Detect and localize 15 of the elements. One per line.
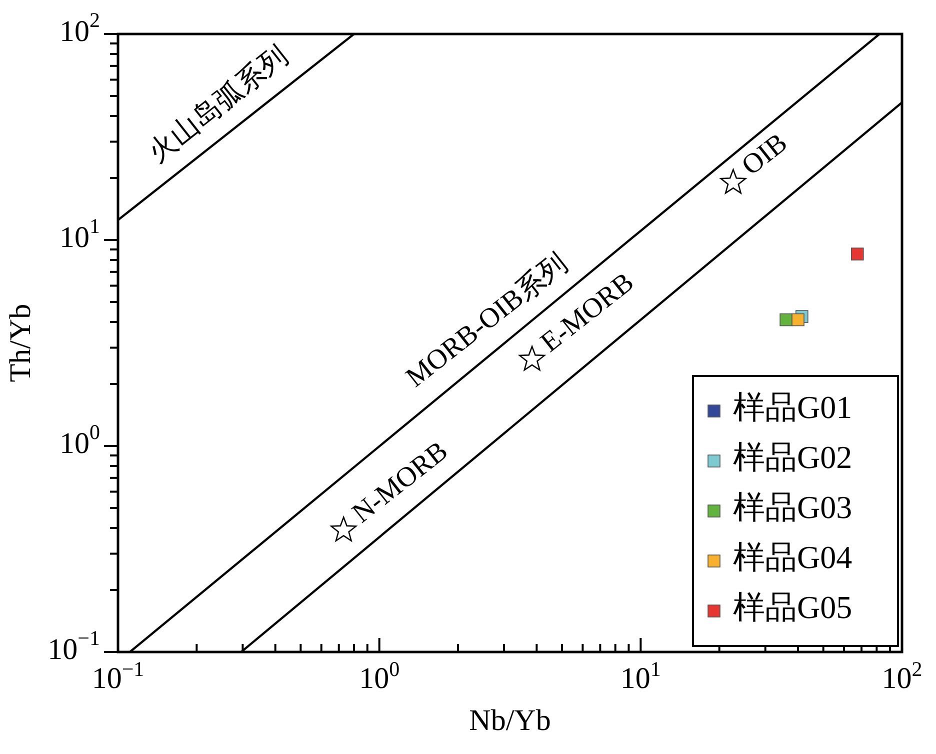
legend-label: 样品G03 — [733, 489, 852, 526]
text: 火山岛弧系列 — [143, 40, 294, 170]
x-axis-title: Nb/Yb — [469, 704, 551, 737]
y-axis-title: Th/Yb — [4, 304, 37, 382]
text: OIB — [736, 128, 794, 182]
legend-label: 样品G04 — [733, 539, 852, 576]
y-tick-label: 10$^{0}$ — [60, 420, 100, 460]
x-tick-label: 10$^{0}$ — [359, 657, 400, 695]
legend-label: 样品G02 — [733, 439, 852, 476]
legend-label: 样品G01 — [733, 389, 852, 426]
x-tick-label: 10$^{2}$ — [882, 657, 922, 695]
legend-label: 样品G05 — [733, 589, 852, 626]
y-tick-label: 10$^{2}$ — [60, 8, 100, 48]
x-tick-label: 10$^{1}$ — [620, 657, 661, 695]
y-tick-label: 10$^{1}$ — [60, 214, 100, 254]
